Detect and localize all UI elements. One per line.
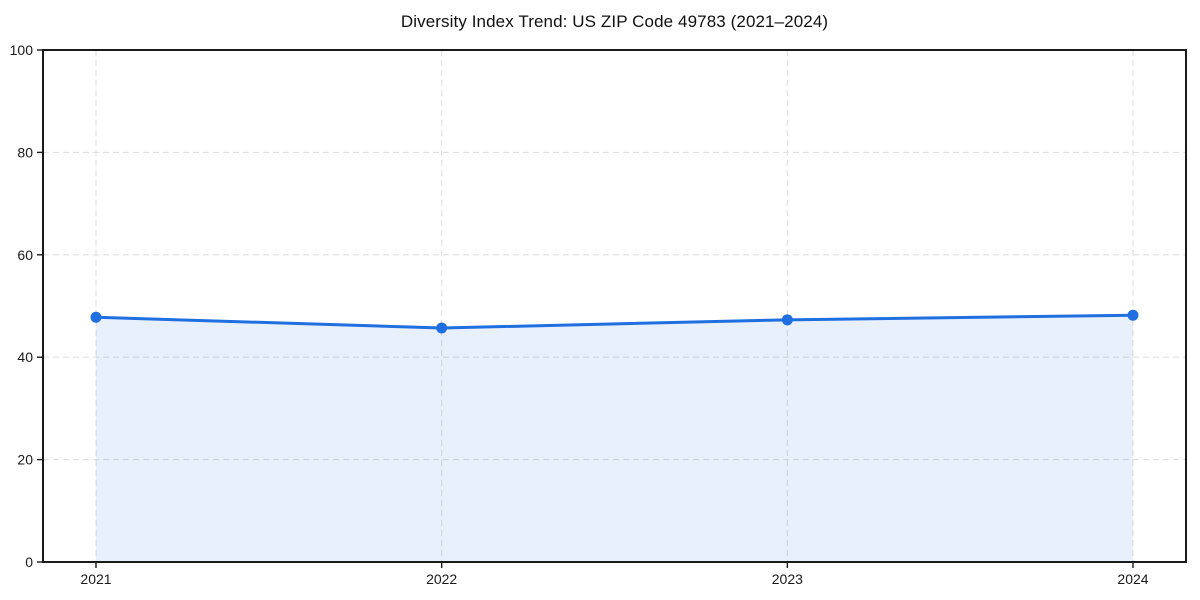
series-line bbox=[94, 313, 1135, 330]
series-area-fill bbox=[96, 315, 1133, 562]
y-tick-label-60: 60 bbox=[17, 247, 33, 263]
y-tick-label-20: 20 bbox=[17, 452, 33, 468]
chart-title: Diversity Index Trend: US ZIP Code 49783… bbox=[400, 12, 829, 31]
y-tick-label-40: 40 bbox=[17, 349, 33, 365]
y-tick-label-100: 100 bbox=[10, 42, 34, 58]
y-tick-label-0: 0 bbox=[25, 554, 33, 570]
x-tick-label-2021: 2021 bbox=[80, 571, 111, 587]
x-tick-label-2024: 2024 bbox=[1117, 571, 1148, 587]
data-point-2023 bbox=[781, 314, 793, 326]
data-point-2022 bbox=[436, 322, 448, 334]
x-tick-label-2023: 2023 bbox=[772, 571, 803, 587]
data-point-2021 bbox=[90, 311, 102, 323]
axes-spine-box bbox=[42, 49, 1187, 563]
y-tick-label-80: 80 bbox=[17, 144, 33, 160]
data-point-2024 bbox=[1127, 309, 1139, 321]
x-tick-label-2022: 2022 bbox=[426, 571, 457, 587]
